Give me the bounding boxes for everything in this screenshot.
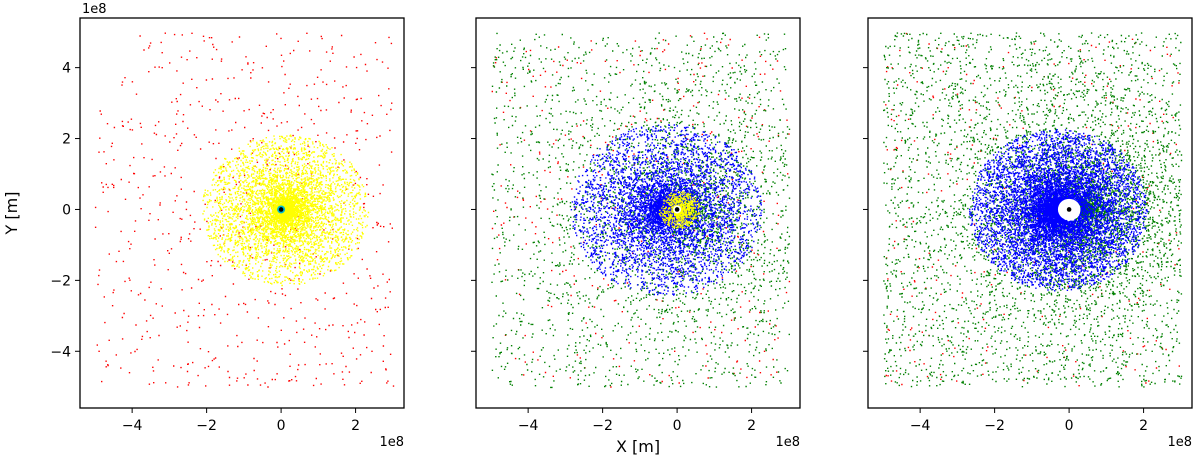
panel-3-x-tick-label: −4 [910, 418, 931, 434]
panel-1-x-tick-label: 0 [277, 418, 286, 434]
panel-2-x-axis-label: X [m] [616, 437, 660, 456]
panel-1-series-2-marks [202, 134, 370, 287]
panel-1: −4 −2 0 2 −4 −2 0 2 4 1e8 1e8 Y [m] [2, 2, 405, 450]
panel-2-central-body [674, 207, 680, 212]
panel-2-series-3 [570, 124, 763, 296]
panel-1-x-tick-label: −2 [196, 418, 217, 434]
panel-2-points [491, 32, 791, 389]
panel-2-x-tick-label: −4 [518, 418, 539, 434]
panel-1-ticks: −4 −2 0 2 −4 −2 0 2 4 [50, 61, 360, 434]
panel-1-frame [79, 17, 405, 409]
panel-2-x-tick-label: 2 [747, 418, 756, 434]
panel-3-frame [867, 17, 1193, 409]
panel-1-y-tick-label: 2 [62, 132, 71, 148]
panel-1-y-axis-label: Y [m] [2, 192, 21, 236]
panel-1-points [94, 32, 395, 388]
panel-2: −4 −2 0 2 1e8 X [m] [471, 17, 801, 456]
panel-3-series-2 [883, 32, 1183, 388]
panel-2-x-tick-label: −2 [592, 418, 613, 434]
panel-1-y-offset-label: 1e8 [82, 2, 107, 17]
panel-3-x-tick-label: 0 [1065, 418, 1074, 434]
panel-1-y-tick-label: 4 [62, 61, 71, 77]
panel-1-series-2 [202, 134, 370, 287]
panel-3-x-tick-label: 2 [1139, 418, 1148, 434]
panel-2-frame [475, 17, 801, 409]
panel-1-central-body [278, 207, 284, 212]
panel-1-y-tick-label: 0 [62, 202, 71, 218]
panel-2-x-offset-label: 1e8 [775, 435, 800, 450]
panel-3-x-offset-label: 1e8 [1167, 435, 1192, 450]
panel-1-x-offset-label: 1e8 [379, 435, 404, 450]
panel-3-ticks: −4 −2 0 2 [863, 67, 1148, 434]
panel-2-series-2-marks [491, 32, 791, 389]
panel-1-x-tick-label: −4 [122, 418, 143, 434]
panel-2-series-2 [491, 32, 791, 389]
panel-1-y-tick-label: −4 [50, 344, 71, 360]
panel-3-points [883, 32, 1183, 388]
panel-2-x-tick-label: 0 [673, 418, 682, 434]
panel-1-x-tick-label: 2 [351, 418, 360, 434]
panel-3-series-2-marks [883, 32, 1183, 388]
panel-3-x-tick-label: −2 [984, 418, 1005, 434]
panel-2-series-3-marks [570, 124, 763, 296]
panel-3: −4 −2 0 2 1e8 [863, 17, 1193, 450]
panel-2-ticks: −4 −2 0 2 [471, 67, 756, 434]
panel-1-y-tick-label: −2 [50, 273, 71, 289]
panel-3-central-body [1066, 207, 1072, 212]
